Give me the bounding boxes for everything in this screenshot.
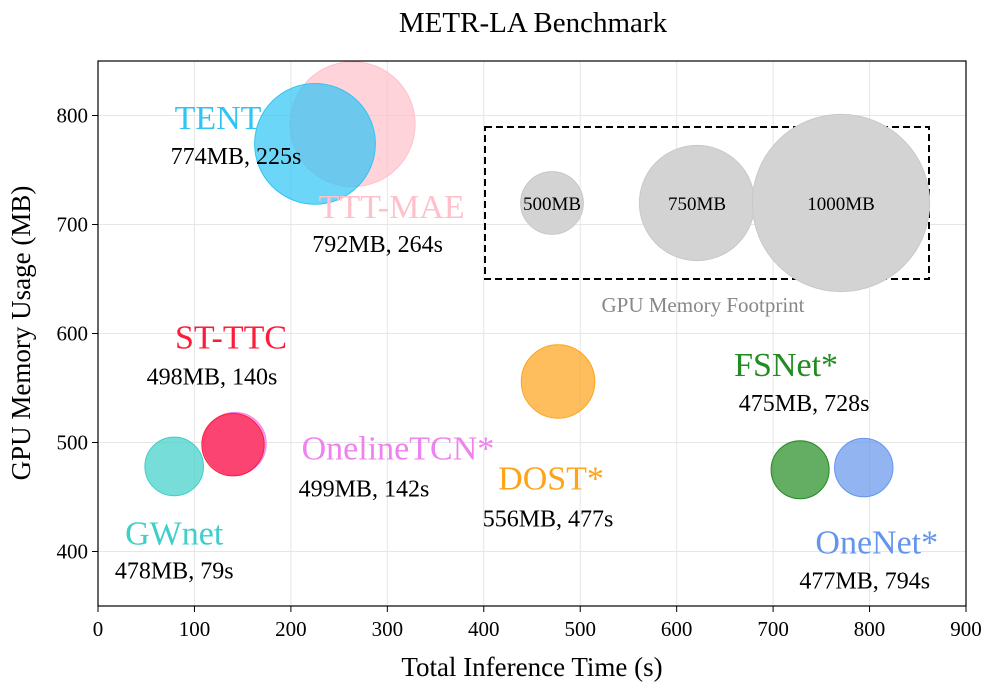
axis-ticks: 0 100 200 300 400 500 600 700 800 900 400 500 600 700… xyxy=(57,104,982,642)
label-dost: DOST* xyxy=(498,460,604,497)
bubble-onenet xyxy=(834,437,894,498)
bubble-st-ttc xyxy=(201,413,265,477)
y-tick-label: 800 xyxy=(57,104,89,128)
bubble-dost xyxy=(520,344,596,419)
label-onelinetcn: OnelineTCN* xyxy=(302,431,495,468)
legend-entry-label: 500MB xyxy=(523,194,581,215)
annotation-onenet: 477MB, 794s xyxy=(799,569,930,595)
label-onenet: OneNet* xyxy=(815,525,938,562)
chart-title: METR-LA Benchmark xyxy=(399,7,668,39)
y-tick-label: 600 xyxy=(57,322,89,346)
y-tick-label: 500 xyxy=(57,431,89,455)
size-legend: 500MB 750MB 1000MB GPU Memory Footprint xyxy=(484,113,931,317)
legend-bubble xyxy=(751,113,931,293)
point-labels: TTT-MAE 792MB, 264s TENT 774MB, 225s Oneline… xyxy=(115,100,938,595)
x-axis-label: Total Inference Time (s) xyxy=(401,652,662,682)
annotation-gwnet: 478MB, 79s xyxy=(115,558,234,584)
x-tick-label: 400 xyxy=(468,617,500,641)
label-st-ttc: ST-TTC xyxy=(175,320,287,357)
bubble-layer xyxy=(144,61,894,500)
x-tick-label: 100 xyxy=(179,617,211,641)
bubble-tent xyxy=(254,82,376,205)
x-tick-label: 800 xyxy=(854,617,886,641)
legend-title: GPU Memory Footprint xyxy=(601,293,804,317)
annotation-onelinetcn: 499MB, 142s xyxy=(299,477,430,503)
annotation-tent: 774MB, 225s xyxy=(171,144,302,170)
annotation-fsnet: 475MB, 728s xyxy=(739,391,870,417)
x-tick-label: 0 xyxy=(93,617,104,641)
x-tick-label: 900 xyxy=(950,617,982,641)
x-tick-label: 700 xyxy=(757,617,789,641)
y-tick-label: 700 xyxy=(57,213,89,237)
label-fsnet: FSNet* xyxy=(734,347,838,384)
legend-entry-label: 750MB xyxy=(668,194,726,215)
legend-bubble xyxy=(520,171,584,235)
annotation-dost: 556MB, 477s xyxy=(483,506,614,532)
annotation-st-ttc: 498MB, 140s xyxy=(147,365,278,391)
bubble-gwnet xyxy=(144,436,204,497)
annotation-ttt-mae: 792MB, 264s xyxy=(312,232,443,258)
label-tent: TENT xyxy=(175,100,262,137)
y-axis-label: GPU Memory Usage (MB) xyxy=(6,186,36,481)
label-gwnet: GWnet xyxy=(125,515,224,552)
y-tick-label: 400 xyxy=(57,540,89,564)
bubble-fsnet xyxy=(770,440,830,500)
label-ttt-mae: TTT-MAE xyxy=(319,189,465,226)
x-tick-label: 600 xyxy=(661,617,693,641)
x-tick-label: 300 xyxy=(372,617,404,641)
x-tick-label: 200 xyxy=(275,617,307,641)
x-tick-label: 500 xyxy=(564,617,596,641)
legend-entry-label: 1000MB xyxy=(807,194,875,215)
